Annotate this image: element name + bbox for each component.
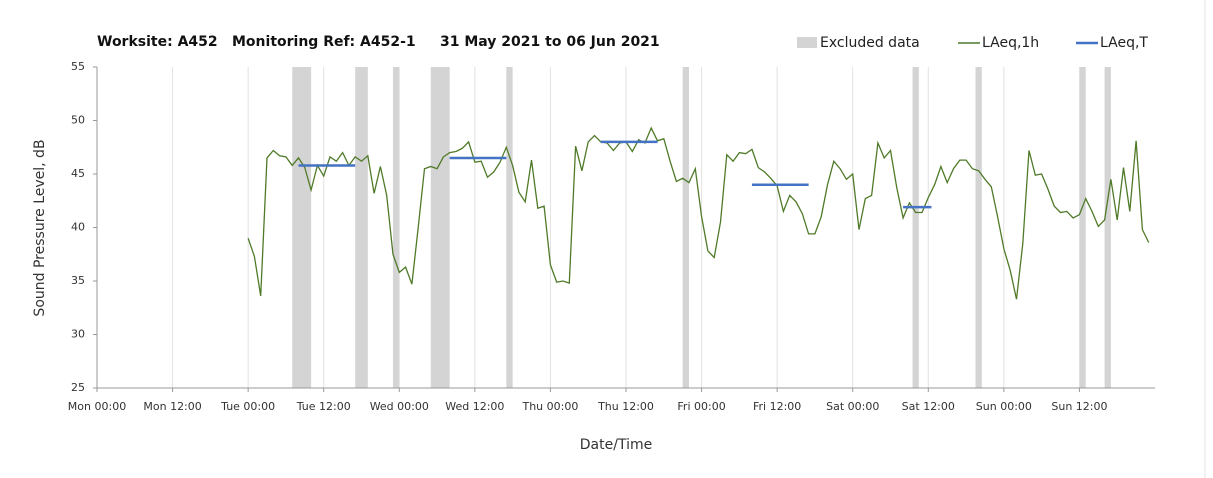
x-tick-label: Thu 12:00 bbox=[597, 400, 654, 413]
y-tick-label: 45 bbox=[71, 167, 85, 180]
x-tick-label: Fri 00:00 bbox=[677, 400, 725, 413]
y-tick-label: 25 bbox=[71, 381, 85, 394]
excluded-band bbox=[912, 67, 919, 388]
excluded-band bbox=[292, 67, 312, 388]
x-tick-label: Mon 12:00 bbox=[143, 400, 201, 413]
x-axis-title: Date/Time bbox=[580, 437, 652, 453]
excluded-band bbox=[682, 67, 689, 388]
x-tick-label: Thu 00:00 bbox=[521, 400, 578, 413]
chart-title: Worksite: A452 bbox=[97, 34, 218, 50]
excluded-band bbox=[1079, 67, 1086, 388]
excluded-band bbox=[355, 67, 368, 388]
x-tick-label: Sun 00:00 bbox=[976, 400, 1032, 413]
x-tick-label: Wed 00:00 bbox=[370, 400, 429, 413]
excluded-band bbox=[430, 67, 450, 388]
excluded-band bbox=[392, 67, 400, 388]
y-tick-label: 55 bbox=[71, 60, 85, 73]
x-tick-label: Sat 00:00 bbox=[826, 400, 879, 413]
y-tick-label: 50 bbox=[71, 114, 85, 127]
y-axis-title: Sound Pressure Level, dB bbox=[32, 139, 48, 316]
y-tick-label: 30 bbox=[71, 328, 85, 341]
excluded-band bbox=[975, 67, 982, 388]
chart-title: Monitoring Ref: A452-1 bbox=[232, 34, 416, 50]
legend-swatch bbox=[797, 37, 817, 48]
x-tick-label: Tue 12:00 bbox=[296, 400, 351, 413]
legend-label: Excluded data bbox=[820, 35, 920, 51]
y-tick-label: 40 bbox=[71, 221, 85, 234]
legend-label: LAeq,1h bbox=[982, 35, 1039, 51]
excluded-band bbox=[1104, 67, 1111, 388]
x-tick-label: Sat 12:00 bbox=[902, 400, 955, 413]
x-tick-label: Fri 12:00 bbox=[753, 400, 801, 413]
x-tick-label: Tue 00:00 bbox=[220, 400, 275, 413]
x-tick-label: Wed 12:00 bbox=[445, 400, 504, 413]
excluded-band bbox=[506, 67, 513, 388]
x-tick-label: Sun 12:00 bbox=[1051, 400, 1107, 413]
chart-title: 31 May 2021 to 06 Jun 2021 bbox=[440, 34, 660, 50]
series-line bbox=[247, 126, 1150, 300]
legend-label: LAeq,T bbox=[1100, 35, 1148, 51]
y-tick-label: 35 bbox=[71, 274, 85, 287]
x-tick-label: Mon 00:00 bbox=[68, 400, 126, 413]
